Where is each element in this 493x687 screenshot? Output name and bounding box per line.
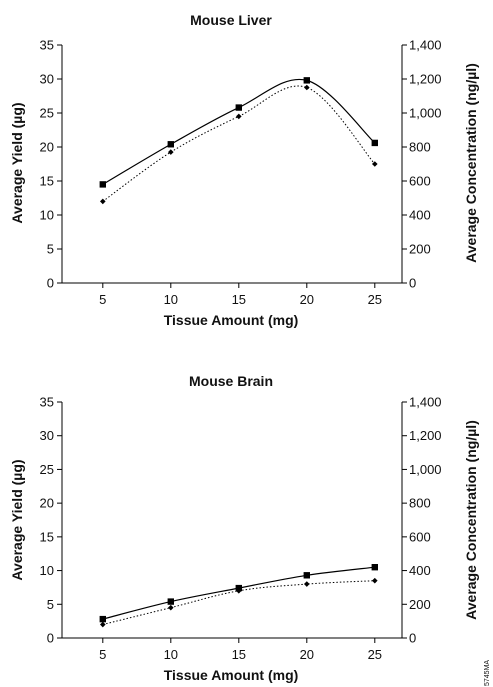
x-tick-label: 15 xyxy=(232,647,246,662)
x-axis-title: Tissue Amount (mg) xyxy=(164,312,299,328)
y-tick-label: 5 xyxy=(47,597,54,612)
concentration-point xyxy=(236,588,242,594)
chart-mouse-liver: Mouse Liver Tissue Amount (mg) Average Y… xyxy=(9,12,479,328)
y-tick-label: 30 xyxy=(40,428,54,443)
x-tick-label: 10 xyxy=(164,647,178,662)
concentration-point xyxy=(372,161,378,167)
x-tick-label: 20 xyxy=(300,647,314,662)
y2-tick-label: 1,000 xyxy=(409,462,442,477)
y-tick-label: 20 xyxy=(40,496,54,511)
yield-point xyxy=(303,572,310,579)
y-tick-label: 20 xyxy=(40,140,54,155)
concentration-point xyxy=(236,113,242,120)
y-tick-label: 10 xyxy=(40,208,54,223)
concentration-point xyxy=(100,198,106,205)
yield-point xyxy=(303,77,310,84)
y-tick-label: 10 xyxy=(40,563,54,578)
yield-point xyxy=(99,181,106,188)
y2-axis-title: Average Concentration (ng/µl) xyxy=(463,420,479,620)
x-tick-label: 20 xyxy=(300,292,314,307)
concentration-point xyxy=(168,604,174,611)
yield-point xyxy=(371,139,378,147)
yield-point xyxy=(99,615,106,623)
y2-tick-label: 1,400 xyxy=(409,38,442,53)
y-tick-label: 25 xyxy=(40,106,54,121)
y2-tick-label: 600 xyxy=(409,529,431,544)
x-tick-label: 5 xyxy=(99,292,106,307)
yield-series-line xyxy=(102,78,376,185)
y-axis-title: Average Yield (µg) xyxy=(9,459,25,580)
yield-point xyxy=(235,104,242,111)
y-tick-label: 5 xyxy=(47,242,54,257)
y2-tick-label: 400 xyxy=(409,563,431,578)
y2-tick-label: 0 xyxy=(409,631,416,646)
y-tick-label: 0 xyxy=(47,276,54,291)
y2-tick-label: 1,400 xyxy=(409,395,442,410)
y-tick-label: 15 xyxy=(40,174,54,189)
yield-point xyxy=(167,141,174,148)
y-tick-label: 25 xyxy=(40,462,54,477)
y2-tick-label: 200 xyxy=(409,242,431,257)
x-tick-label: 15 xyxy=(232,292,246,307)
y2-axis-title: Average Concentration (ng/µl) xyxy=(463,63,479,263)
y2-tick-label: 1,200 xyxy=(409,428,442,443)
yield-point xyxy=(167,598,174,605)
concentration-point xyxy=(304,84,310,91)
concentration-point xyxy=(372,577,378,584)
x-axis-title: Tissue Amount (mg) xyxy=(164,667,299,683)
concentration-point xyxy=(100,621,106,628)
x-tick-label: 5 xyxy=(99,647,106,662)
chart-mouse-brain: Mouse Brain Tissue Amount (mg) Average Y… xyxy=(9,373,479,683)
concentration-series-line xyxy=(102,85,376,202)
y-axis-title: Average Yield (µg) xyxy=(9,102,25,223)
y2-tick-label: 0 xyxy=(409,276,416,291)
y2-tick-label: 600 xyxy=(409,174,431,189)
y-tick-label: 30 xyxy=(40,72,54,87)
y2-tick-label: 1,200 xyxy=(409,72,442,87)
y2-tick-label: 200 xyxy=(409,597,431,612)
concentration-point xyxy=(304,581,310,587)
y-tick-label: 15 xyxy=(40,529,54,544)
y2-tick-label: 800 xyxy=(409,496,431,511)
x-tick-label: 10 xyxy=(164,292,178,307)
y-tick-label: 35 xyxy=(40,395,54,410)
y2-tick-label: 400 xyxy=(409,208,431,223)
concentration-point xyxy=(168,149,174,155)
figure-code: 5745MA xyxy=(484,660,491,686)
chart-title: Mouse Brain xyxy=(189,373,273,389)
yield-point xyxy=(371,564,378,571)
chart-title: Mouse Liver xyxy=(190,12,272,28)
y2-tick-label: 800 xyxy=(409,140,431,155)
x-tick-label: 25 xyxy=(368,292,382,307)
y-tick-label: 35 xyxy=(40,38,54,53)
y2-tick-label: 1,000 xyxy=(409,106,442,121)
y-tick-label: 0 xyxy=(47,631,54,646)
x-tick-label: 25 xyxy=(368,647,382,662)
